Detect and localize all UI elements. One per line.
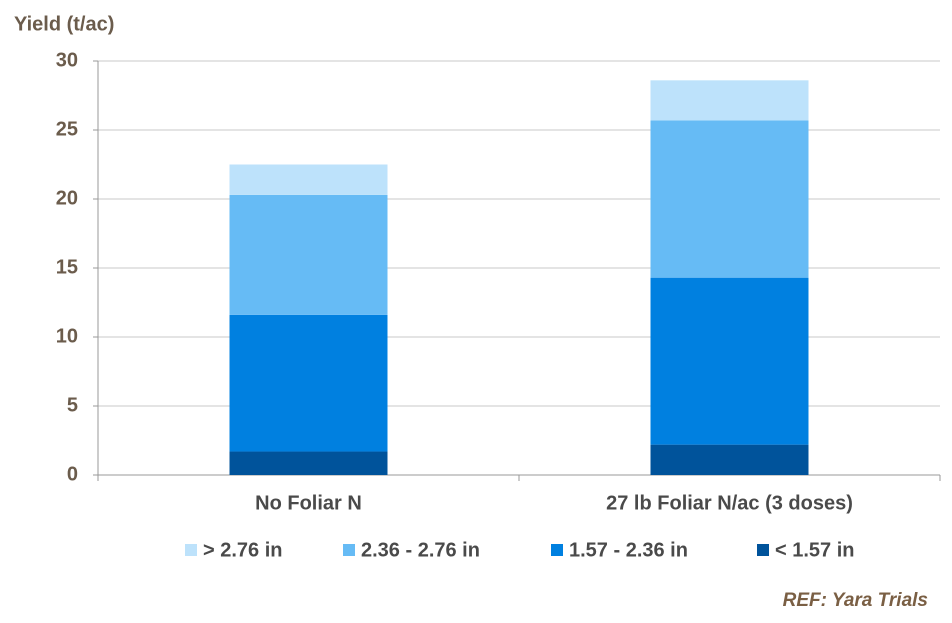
y-tick-label: 10 (56, 325, 78, 347)
legend-swatch (185, 544, 197, 556)
legend-label: 1.57 - 2.36 in (569, 539, 688, 561)
legend-label: 2.36 - 2.76 in (361, 539, 480, 561)
bar-segment (229, 451, 388, 475)
reference-note: REF: Yara Trials (783, 590, 928, 611)
legend-swatch (551, 544, 563, 556)
bar-segment (650, 277, 809, 445)
x-tick-label: 27 lb Foliar N/ac (3 doses) (606, 492, 853, 514)
y-axis-label: Yield (t/ac) (14, 13, 114, 35)
legend-label: > 2.76 in (203, 539, 283, 561)
bar-segment (650, 120, 809, 278)
legend-label: < 1.57 in (775, 539, 855, 561)
x-tick-label: No Foliar N (255, 492, 362, 514)
y-tick-label: 30 (56, 49, 78, 71)
bar-segment (229, 194, 388, 315)
y-tick-label: 0 (67, 463, 78, 485)
legend-swatch (757, 544, 769, 556)
bar-segment (229, 164, 388, 195)
y-tick-label: 5 (67, 394, 78, 416)
bar-segment (650, 444, 809, 475)
bar-segment (229, 314, 388, 452)
y-tick-label: 15 (56, 256, 78, 278)
legend-swatch (343, 544, 355, 556)
y-tick-label: 25 (56, 118, 78, 140)
bar-segment (650, 80, 809, 121)
y-tick-label: 20 (56, 187, 78, 209)
